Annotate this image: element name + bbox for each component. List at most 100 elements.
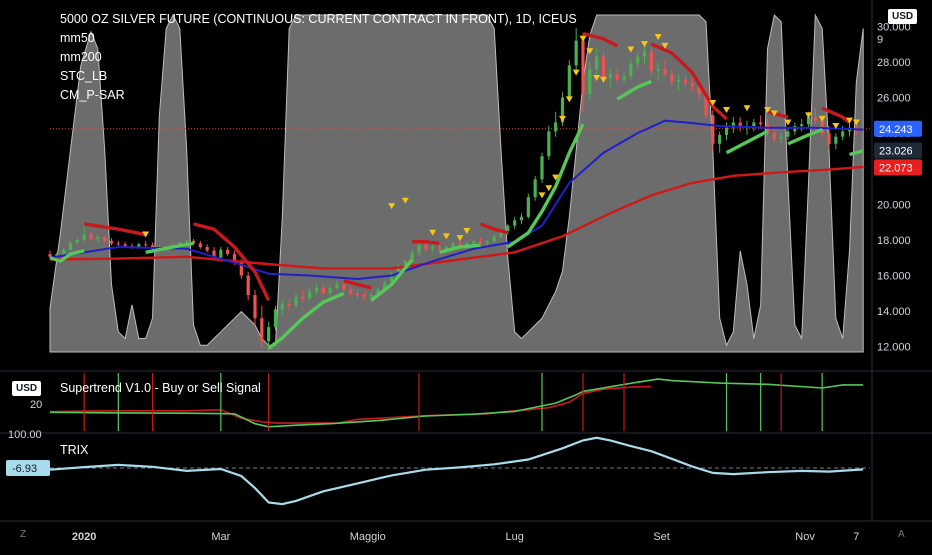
candle-10	[116, 240, 120, 248]
candle-body	[273, 309, 278, 328]
candle-body	[205, 247, 209, 251]
candle-body	[827, 133, 831, 144]
candle-body	[834, 136, 838, 144]
supertrend-segment-1	[49, 378, 864, 428]
price-tick-label: 14.000	[877, 306, 911, 318]
candle-body	[656, 69, 660, 71]
sell-signal-marker-14	[586, 48, 594, 55]
candle-body	[253, 295, 257, 319]
time-tick-label-3: Lug	[505, 531, 523, 543]
supertrend-currency-badge[interactable]: USD	[12, 381, 42, 396]
time-tick-label-0: 2020	[72, 531, 96, 543]
psar-segment-4	[267, 291, 345, 350]
candle-68	[513, 216, 517, 230]
psar-segment-8	[439, 243, 481, 254]
candle-77	[574, 28, 578, 71]
candle-104	[759, 115, 763, 128]
candle-body	[595, 56, 599, 70]
sell-signal-marker-3	[429, 229, 437, 236]
auto-scale-badge[interactable]: A	[898, 529, 905, 540]
price-badge-bg-1	[874, 142, 922, 159]
candle-body	[731, 122, 735, 128]
candle-body	[89, 234, 93, 240]
sell-signal-marker-25	[770, 110, 778, 117]
candle-body	[519, 216, 524, 221]
candle-23	[205, 244, 209, 253]
candle-103	[752, 118, 756, 132]
candle-22	[198, 240, 202, 249]
supertrend-title: Supertrend V1.0 - Buy or Sell Signal	[60, 381, 261, 395]
sell-signal-marker-0	[142, 231, 150, 238]
candle-body	[198, 243, 202, 248]
candle-31	[260, 305, 264, 349]
legend: 5000 OZ SILVER FUTURE (CONTINUOUS: CURRE…	[60, 10, 577, 105]
price-tick-label-cut: 9	[877, 34, 883, 46]
candle-body	[779, 136, 783, 139]
candle-body	[280, 303, 284, 310]
candle-body	[219, 249, 223, 258]
sell-signal-marker-10	[559, 115, 566, 122]
legend-mm50[interactable]: mm50	[60, 31, 95, 45]
candle-body	[287, 303, 291, 306]
trix-line	[49, 436, 864, 506]
candle-9	[109, 238, 114, 246]
candle-body	[355, 293, 360, 296]
candle-body	[629, 63, 633, 77]
candle-body	[96, 237, 100, 240]
candle-body	[581, 40, 585, 94]
legend-mm200[interactable]: mm200	[60, 50, 102, 64]
timezone-badge[interactable]: Z	[20, 529, 27, 540]
legend-cm-p-sar[interactable]: CM_P-SAR	[60, 88, 125, 102]
candle-body	[704, 93, 708, 116]
candle-3	[68, 241, 73, 251]
psar-segment-6	[370, 258, 414, 302]
psar-segment-15	[767, 110, 789, 119]
candle-41	[328, 286, 332, 296]
candle-body	[554, 122, 558, 132]
candle-body	[150, 245, 155, 248]
legend-stc-lb[interactable]: STC_LB	[60, 69, 108, 83]
candle-body	[342, 284, 346, 290]
candle-99	[724, 122, 729, 141]
time-tick-label-2: Maggio	[350, 531, 386, 543]
psar-segment-11	[582, 31, 618, 48]
candle-body	[369, 295, 373, 297]
price-badge-label-1: 23.026	[879, 145, 913, 157]
psar-segment-16	[787, 128, 823, 146]
candle-body	[752, 122, 756, 127]
candle-69	[519, 213, 524, 224]
candle-76	[567, 60, 571, 102]
candle-body	[308, 291, 312, 299]
candle-97	[711, 109, 715, 151]
candle-54	[417, 241, 421, 256]
price-tick-label: 16.000	[877, 270, 911, 282]
candle-body	[137, 244, 141, 248]
candle-14	[144, 240, 148, 248]
candle-85	[629, 58, 633, 80]
candle-57	[437, 243, 442, 251]
candle-body	[321, 287, 325, 294]
candle-107	[779, 133, 783, 144]
candle-114	[827, 126, 831, 150]
trix-tick-label: 100.00	[8, 429, 42, 441]
price-currency-badge[interactable]: USD	[888, 9, 918, 24]
sell-signal-marker-7	[538, 192, 546, 199]
sell-signal-marker-20	[661, 42, 669, 49]
candle-79	[588, 61, 592, 100]
candle-32	[267, 321, 271, 351]
sell-signal-marker-21	[709, 99, 717, 106]
sell-signal-marker-28	[818, 115, 826, 122]
candle-71	[533, 175, 537, 201]
candle-5	[82, 225, 86, 242]
trix-title: TRIX	[60, 443, 89, 457]
candle-46	[362, 291, 366, 301]
candle-67	[506, 223, 510, 235]
candle-body	[663, 69, 667, 75]
price-badge-bg-2	[874, 159, 922, 176]
psar-segment-14	[725, 129, 769, 155]
candle-body	[48, 254, 52, 257]
candle-body	[608, 74, 612, 78]
candle-body	[813, 117, 817, 121]
candle-body	[410, 252, 414, 262]
